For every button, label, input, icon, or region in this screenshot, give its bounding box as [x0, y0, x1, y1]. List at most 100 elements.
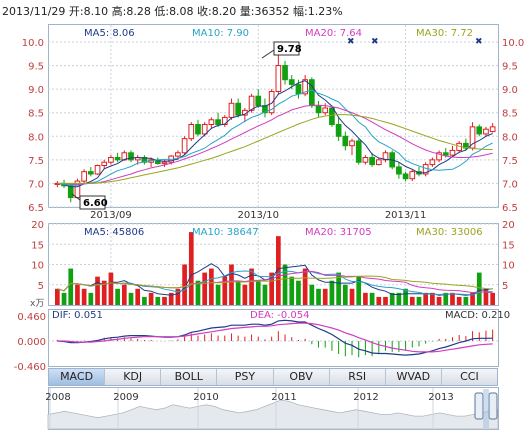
macd-legend: MACD: 0.210	[445, 310, 510, 321]
price-ma5-line	[57, 80, 493, 188]
candle-body	[315, 105, 322, 114]
tab-kdj[interactable]: KDJ	[105, 369, 162, 385]
quote-header: 2013/11/29 开:8.10 高:8.28 低:8.08 收:8.20 量…	[2, 3, 343, 19]
volume-bar	[202, 272, 208, 305]
time-tick-label: 2013/09	[90, 210, 132, 221]
tab-macd[interactable]: MACD	[49, 369, 106, 385]
volume-bar	[356, 276, 362, 305]
candle-body	[87, 171, 94, 175]
low-value: 8.08	[169, 5, 194, 18]
volume-bar	[289, 276, 295, 305]
price-tick-right: 9.5	[502, 62, 518, 73]
candle-body	[94, 165, 101, 175]
price-tick-left: 8.5	[28, 109, 44, 120]
candle-body	[349, 140, 355, 147]
candle-body	[329, 107, 335, 125]
ma10-legend: MA10: 7.90	[192, 28, 249, 39]
tab-rsi[interactable]: RSI	[330, 369, 386, 385]
open-label: 开:	[68, 5, 84, 18]
tab-cci[interactable]: CCI	[460, 370, 479, 383]
volume-bar	[269, 272, 274, 305]
candle-body	[409, 171, 416, 180]
candle-body	[335, 124, 342, 137]
volume-bar	[222, 276, 228, 305]
candle-body	[128, 152, 134, 161]
tab-wvad[interactable]: WVAD	[386, 369, 442, 385]
tab-obv[interactable]: OBV	[274, 369, 330, 385]
price-tick-right: 9.0	[502, 85, 518, 96]
volume-bar	[175, 288, 181, 305]
volume-tick-left: 5	[38, 281, 44, 292]
volume-bar	[81, 288, 87, 305]
volume-bar	[215, 284, 221, 305]
candle-body	[282, 65, 288, 81]
volume-bar	[235, 280, 241, 305]
vol-ma5-legend: MA5: 45806	[84, 227, 144, 238]
volume-bar	[182, 264, 187, 305]
candle-body	[436, 152, 442, 161]
range-selection[interactable]	[483, 389, 489, 428]
volume-bar	[249, 268, 254, 305]
macd-tick-left: -0.460	[14, 362, 46, 373]
volume-bar	[316, 288, 321, 305]
volume-bar	[121, 284, 127, 305]
price-tick-right: 10.0	[502, 38, 524, 49]
high-value: 8.28	[126, 5, 151, 18]
volume-ma-line	[57, 275, 493, 292]
volume-bar	[322, 288, 328, 305]
macd-tick-left: 0.000	[17, 337, 46, 348]
candle-body	[275, 65, 282, 92]
low-annotation: 6.60	[83, 198, 108, 209]
volume-tick-right: 5	[502, 281, 508, 292]
candle-body	[362, 157, 369, 163]
low-label: 低:	[154, 5, 170, 18]
volume-tick-left: 10	[31, 261, 44, 272]
price-ma30-line	[57, 114, 493, 184]
dea-line	[57, 322, 493, 353]
volume-bar	[262, 284, 268, 305]
volume-bar	[61, 292, 67, 305]
range-handle-right[interactable]	[488, 392, 498, 420]
volume-bar	[396, 292, 402, 305]
candle-body	[215, 119, 221, 125]
volume-tick-right: 10	[502, 261, 515, 272]
candle-body	[81, 171, 87, 182]
volume-bar	[68, 268, 74, 305]
low-annotation-box	[79, 195, 106, 210]
candle-body	[396, 166, 402, 175]
volume-bar	[363, 292, 368, 305]
high-annotation-leader	[261, 49, 275, 59]
navigator-year-label: 2013	[428, 392, 453, 403]
volume-bar	[229, 264, 234, 305]
volume-bar	[309, 284, 315, 305]
volume-bar	[209, 268, 214, 305]
volume-bar	[282, 264, 288, 305]
volume-bar	[403, 288, 408, 305]
volume-bar	[155, 296, 161, 305]
volume-bar	[95, 276, 100, 305]
volume-tick-right: 20	[502, 220, 515, 231]
volume-bar	[296, 280, 301, 305]
volume-bar	[162, 296, 167, 305]
close-label: 收:	[197, 5, 212, 18]
star-marker-icon: ✖	[347, 37, 355, 47]
dif-line	[57, 319, 493, 356]
volume-bar	[108, 272, 114, 305]
open-value: 8.10	[83, 5, 109, 18]
volume-bar	[450, 292, 455, 305]
candle-body	[208, 119, 215, 125]
macd-tick-left: 0.460	[17, 312, 46, 323]
candle-body	[342, 135, 349, 147]
range-handle-left[interactable]	[474, 392, 484, 420]
volume-bar	[276, 236, 281, 305]
candle-body	[308, 79, 315, 107]
star-marker-icon: ✖	[371, 37, 379, 47]
tab-boll[interactable]: BOLL	[161, 369, 218, 385]
change-label: 幅:	[293, 5, 308, 18]
vol-ma30-legend: MA30: 33006	[416, 227, 483, 238]
tab-psy[interactable]: PSY	[217, 369, 274, 385]
vol-ma10-legend: MA10: 38647	[192, 227, 259, 238]
volume-bar	[342, 284, 348, 305]
dea-legend: DEA: -0.054	[250, 310, 309, 321]
price-ma10-line	[57, 89, 493, 186]
